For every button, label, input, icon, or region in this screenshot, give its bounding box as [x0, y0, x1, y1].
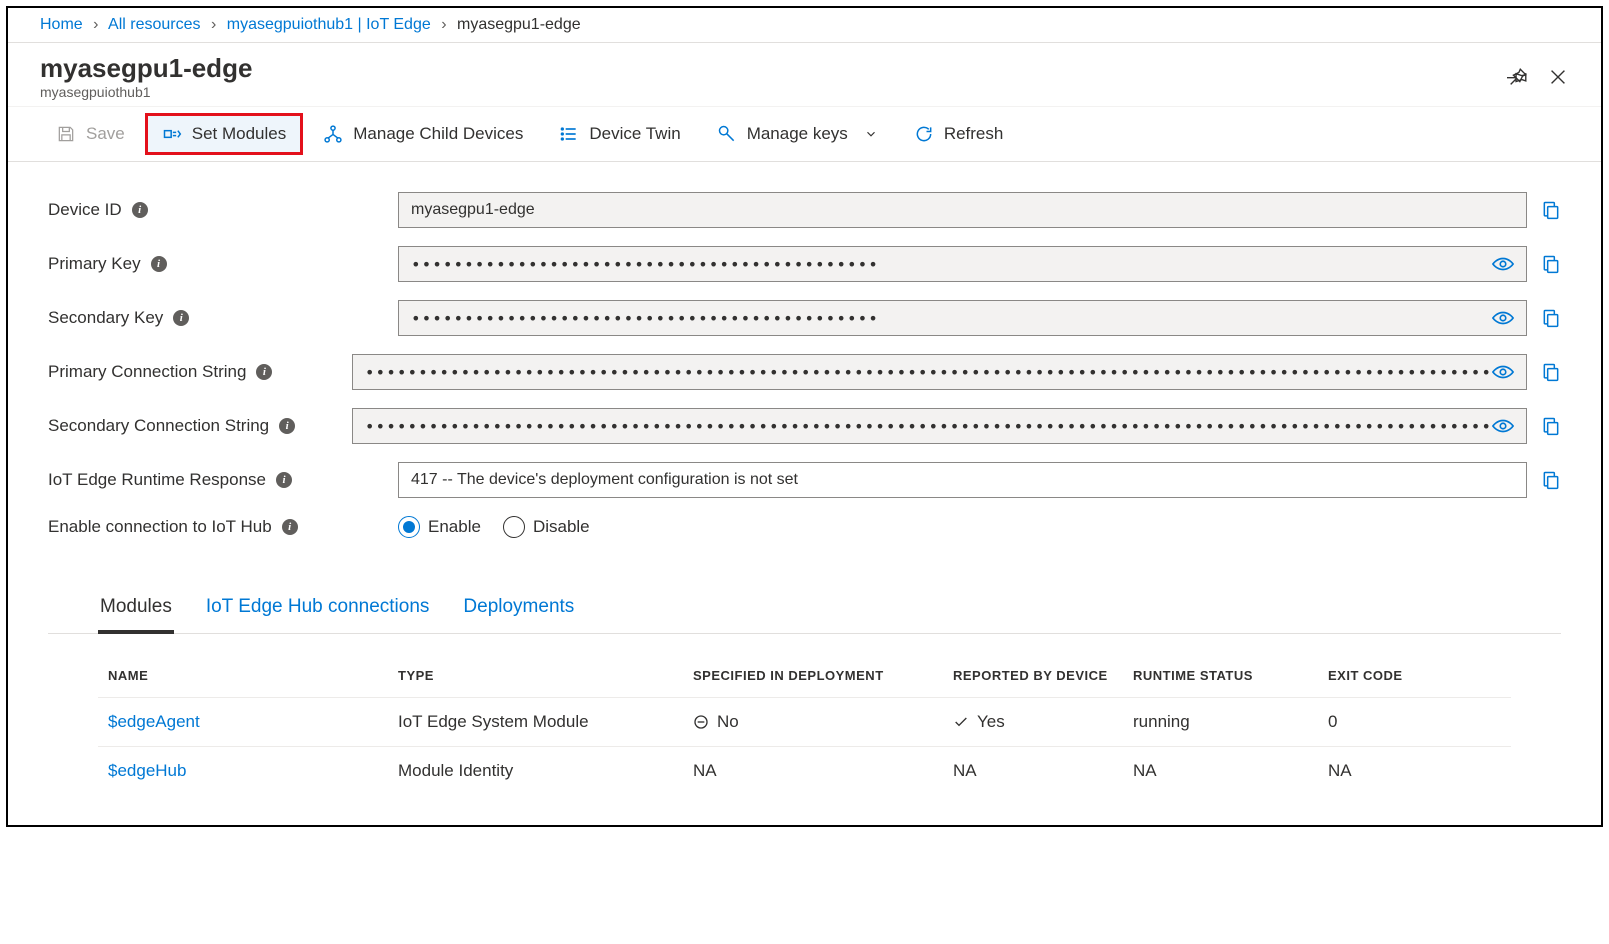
info-icon[interactable]: i: [132, 202, 148, 218]
save-icon: [56, 124, 76, 144]
info-icon[interactable]: i: [279, 418, 295, 434]
info-icon[interactable]: i: [282, 519, 298, 535]
key-icon: [717, 124, 737, 144]
col-rep-header: REPORTED BY DEVICE: [953, 668, 1133, 683]
device-id-label: Device ID: [48, 200, 122, 220]
list-icon: [559, 124, 579, 144]
secondary-key-label: Secondary Key: [48, 308, 163, 328]
table-row: $edgeHub Module Identity NA NA NA NA: [98, 746, 1511, 795]
tab-connections[interactable]: IoT Edge Hub connections: [204, 596, 432, 633]
breadcrumb-home[interactable]: Home: [40, 16, 83, 33]
col-exit-header: EXIT CODE: [1328, 668, 1501, 683]
modules-icon: [162, 124, 182, 144]
module-exit: 0: [1328, 712, 1501, 732]
chevron-right-icon: ›: [211, 16, 216, 33]
col-run-header: RUNTIME STATUS: [1133, 668, 1328, 683]
manage-keys-button[interactable]: Manage keys: [701, 114, 894, 154]
copy-icon[interactable]: [1541, 415, 1561, 437]
eye-icon[interactable]: [1492, 310, 1514, 326]
module-spec: No: [693, 712, 953, 732]
page-title: myasegpu1-edge: [40, 53, 1507, 84]
module-run: NA: [1133, 761, 1328, 781]
primary-cs-field[interactable]: ••••••••••••••••••••••••••••••••••••••••…: [352, 354, 1527, 390]
module-link[interactable]: $edgeAgent: [108, 712, 200, 731]
col-type-header: TYPE: [398, 668, 693, 683]
enable-radio[interactable]: Enable: [398, 516, 481, 538]
runtime-response-label: IoT Edge Runtime Response: [48, 470, 266, 490]
module-type: Module Identity: [398, 761, 693, 781]
copy-icon[interactable]: [1541, 469, 1561, 491]
refresh-button[interactable]: Refresh: [898, 114, 1020, 154]
refresh-icon: [914, 124, 934, 144]
set-modules-button[interactable]: Set Modules: [145, 113, 304, 155]
col-name-header: NAME: [108, 668, 398, 683]
primary-key-field[interactable]: ••••••••••••••••••••••••••••••••••••••••…: [398, 246, 1527, 282]
chevron-right-icon: ›: [93, 16, 98, 33]
breadcrumb-iothub[interactable]: myasegpuiothub1 | IoT Edge: [227, 16, 431, 33]
secondary-cs-field[interactable]: ••••••••••••••••••••••••••••••••••••••••…: [352, 408, 1527, 444]
page-subtitle: myasegpuiothub1: [40, 84, 1507, 100]
manage-child-devices-button[interactable]: Manage Child Devices: [307, 114, 539, 154]
save-button: Save: [40, 114, 141, 154]
secondary-key-field[interactable]: ••••••••••••••••••••••••••••••••••••••••…: [398, 300, 1527, 336]
primary-key-label: Primary Key: [48, 254, 141, 274]
secondary-cs-label: Secondary Connection String: [48, 416, 269, 436]
hierarchy-icon: [323, 124, 343, 144]
copy-icon[interactable]: [1541, 361, 1561, 383]
modules-table: NAME TYPE SPECIFIED IN DEPLOYMENT REPORT…: [48, 634, 1561, 825]
info-icon[interactable]: i: [276, 472, 292, 488]
breadcrumb-current: myasegpu1-edge: [457, 16, 581, 33]
table-row: $edgeAgent IoT Edge System Module No Yes…: [98, 697, 1511, 746]
pin-icon[interactable]: [1507, 66, 1529, 88]
module-rep: Yes: [953, 712, 1133, 732]
module-spec: NA: [693, 761, 953, 781]
eye-icon[interactable]: [1492, 256, 1514, 272]
col-spec-header: SPECIFIED IN DEPLOYMENT: [693, 668, 953, 683]
module-type: IoT Edge System Module: [398, 712, 693, 732]
breadcrumb-all-resources[interactable]: All resources: [108, 16, 200, 33]
tab-bar: Modules IoT Edge Hub connections Deploym…: [48, 566, 1561, 634]
info-icon[interactable]: i: [256, 364, 272, 380]
copy-icon[interactable]: [1541, 199, 1561, 221]
chevron-right-icon: ›: [441, 16, 446, 33]
disable-radio[interactable]: Disable: [503, 516, 590, 538]
toolbar: Save Set Modules Manage Child Devices De…: [8, 106, 1601, 162]
copy-icon[interactable]: [1541, 307, 1561, 329]
info-icon[interactable]: i: [151, 256, 167, 272]
tab-modules[interactable]: Modules: [98, 596, 174, 634]
device-id-field[interactable]: myasegpu1-edge: [398, 192, 1527, 228]
check-icon: [953, 714, 969, 730]
minus-circle-icon: [693, 714, 709, 730]
tab-deployments[interactable]: Deployments: [461, 596, 576, 633]
chevron-down-icon: [864, 127, 878, 141]
eye-icon[interactable]: [1492, 364, 1514, 380]
copy-icon[interactable]: [1541, 253, 1561, 275]
close-icon[interactable]: [1547, 66, 1569, 88]
module-rep: NA: [953, 761, 1133, 781]
info-icon[interactable]: i: [173, 310, 189, 326]
breadcrumb: Home › All resources › myasegpuiothub1 |…: [8, 8, 1601, 43]
eye-icon[interactable]: [1492, 418, 1514, 434]
device-twin-button[interactable]: Device Twin: [543, 114, 696, 154]
module-exit: NA: [1328, 761, 1501, 781]
enable-connection-label: Enable connection to IoT Hub: [48, 517, 272, 537]
runtime-response-field[interactable]: 417 -- The device's deployment configura…: [398, 462, 1527, 498]
module-run: running: [1133, 712, 1328, 732]
primary-cs-label: Primary Connection String: [48, 362, 246, 382]
module-link[interactable]: $edgeHub: [108, 761, 186, 780]
